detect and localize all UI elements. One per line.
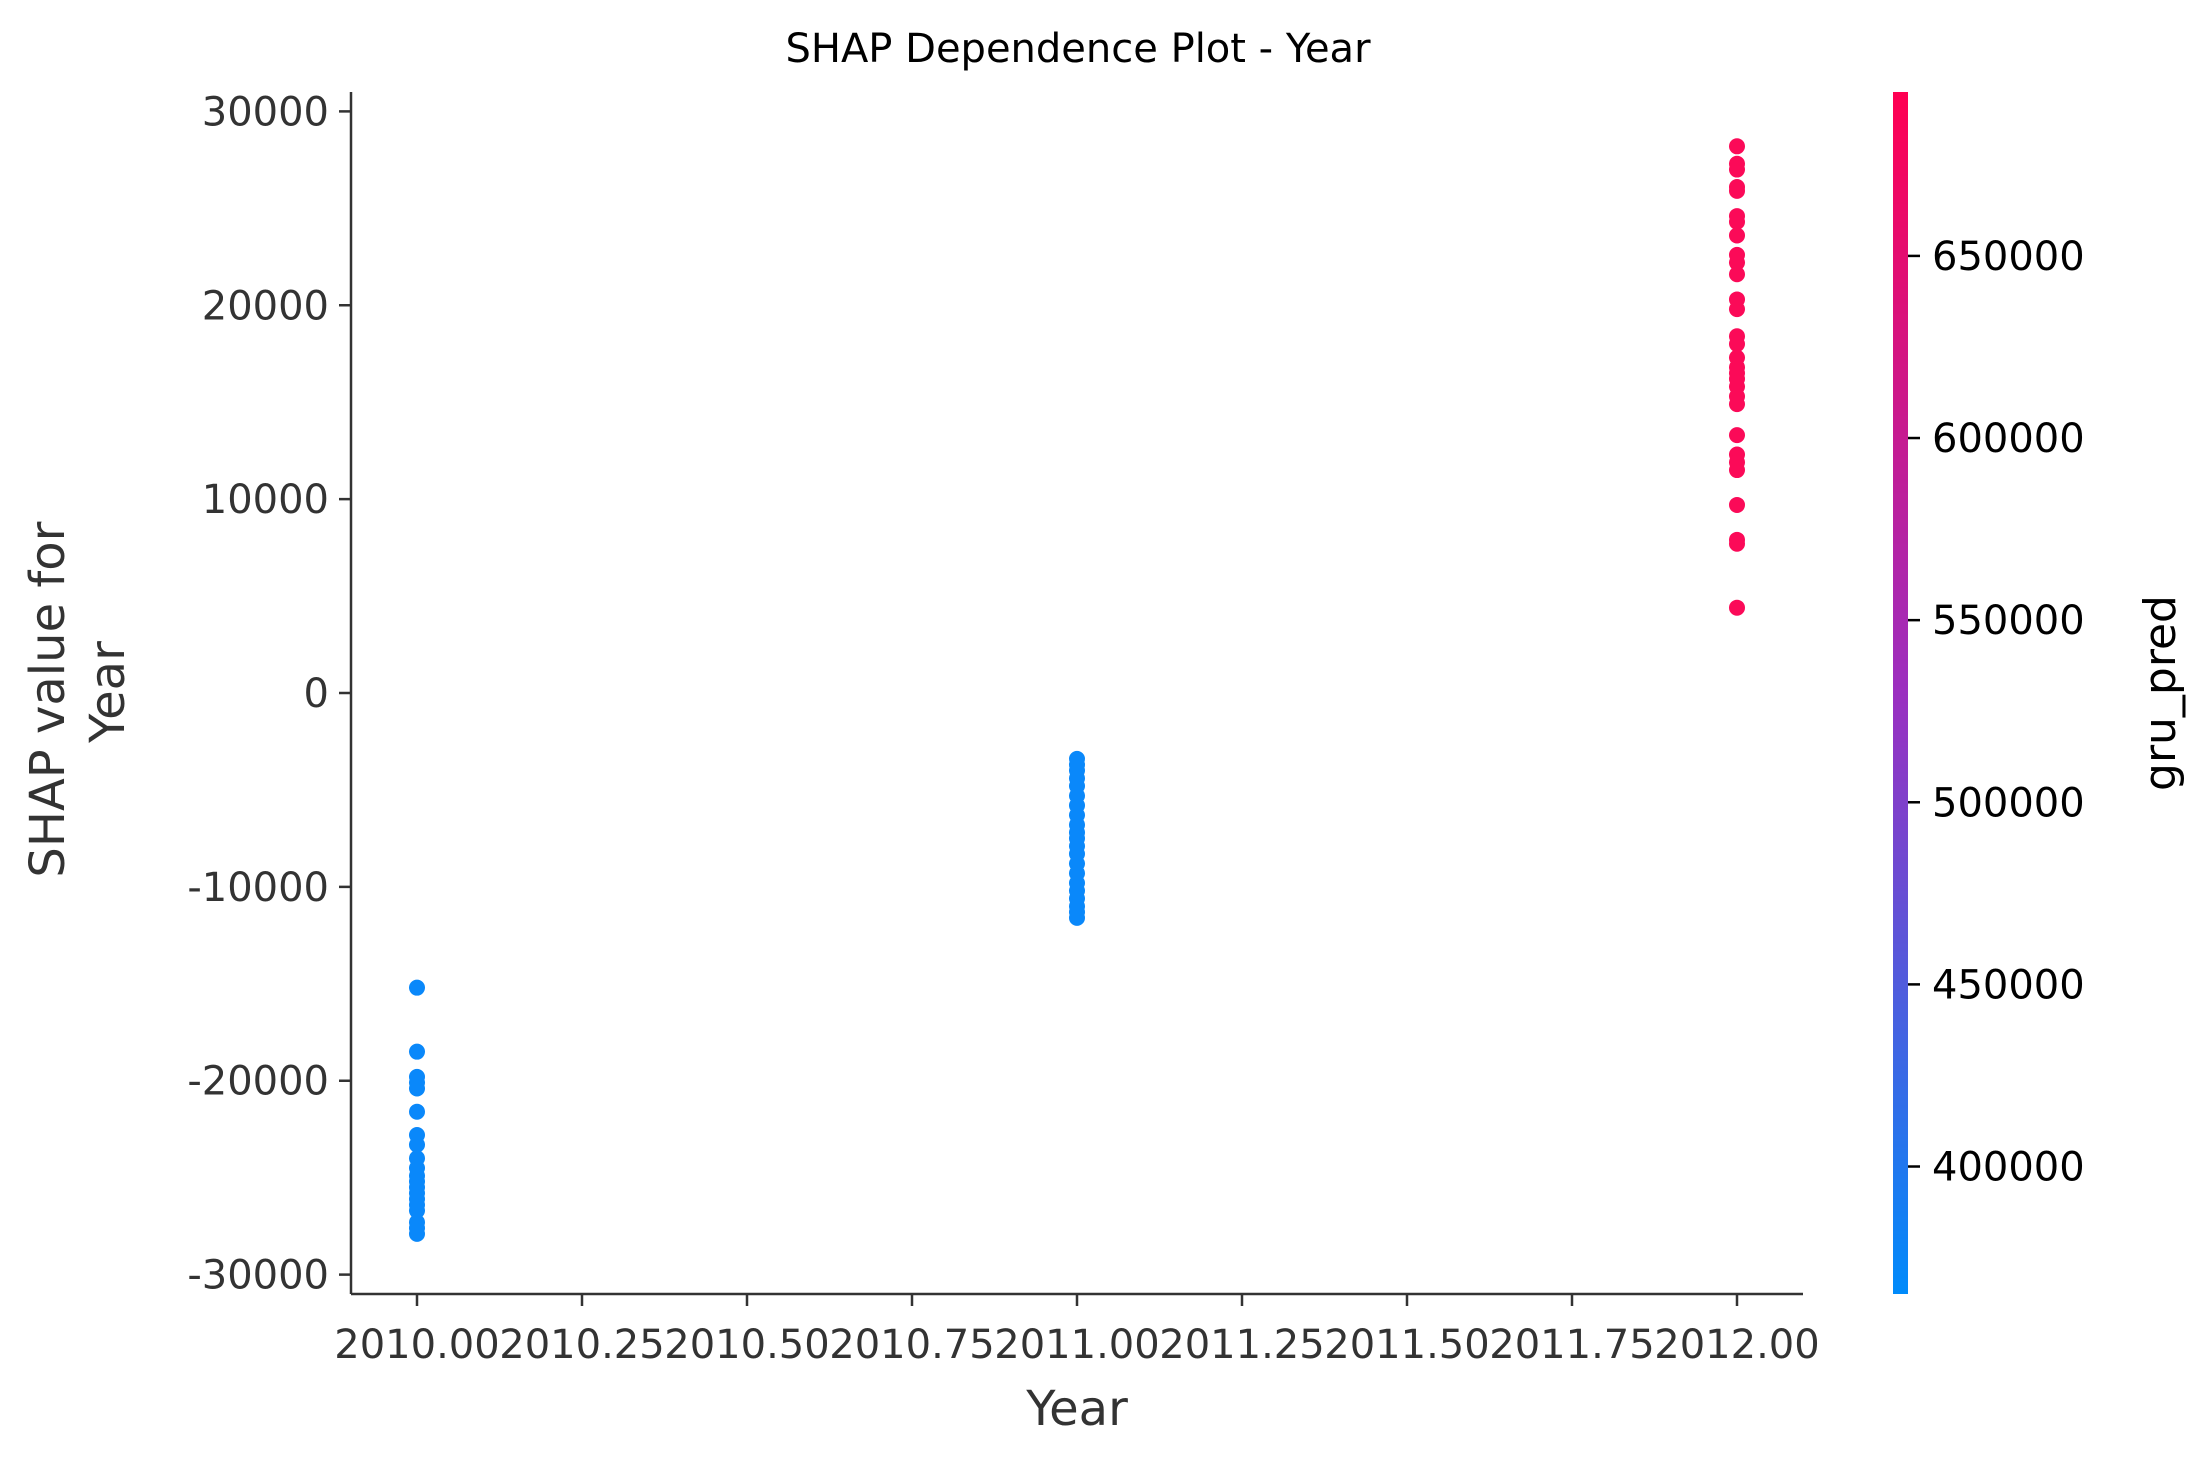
colorbar-gradient — [1893, 92, 1908, 1294]
x-ticks: 2010.00 2010.25 2010.50 2010.75 2011.00 2011.… — [334, 1294, 1820, 1368]
data-point — [1729, 301, 1745, 318]
colorbar-label: gru_pred — [2135, 595, 2186, 791]
data-point — [409, 1043, 425, 1060]
x-tick-label: 2011.25 — [1159, 1322, 1324, 1368]
data-point — [1729, 213, 1745, 230]
y-tick-label: 30000 — [202, 89, 329, 135]
data-point — [1729, 227, 1745, 244]
data-point — [1729, 336, 1745, 353]
y-tick-label: -20000 — [187, 1059, 329, 1105]
data-point — [1729, 496, 1745, 513]
data-point — [1729, 161, 1745, 178]
x-tick-label: 2011.75 — [1489, 1322, 1654, 1368]
x-axis-label: Year — [1025, 1381, 1128, 1437]
data-points — [409, 138, 1745, 1242]
data-point — [1729, 427, 1745, 444]
data-point — [409, 1103, 425, 1120]
x-tick-label: 2012.00 — [1654, 1322, 1819, 1368]
y-axis-label-line-2: Year — [80, 641, 136, 744]
colorbar: 400000 450000 500000 550000 600000 650000 gru… — [1893, 92, 2186, 1294]
data-point — [1729, 182, 1745, 199]
y-tick-label: 20000 — [202, 283, 329, 329]
colorbar-tick-label: 400000 — [1932, 1145, 2085, 1191]
y-axis-label: SHAP value for Year — [20, 506, 136, 877]
x-tick-label: 2010.75 — [829, 1322, 994, 1368]
colorbar-tick-label: 650000 — [1932, 234, 2085, 280]
plot-area: 2010.00 2010.25 2010.50 2010.75 2011.00 2011.… — [187, 89, 1819, 1368]
data-point — [1729, 462, 1745, 479]
colorbar-ticks: 400000 450000 500000 550000 600000 650000 — [1908, 234, 2085, 1191]
colorbar-tick-label: 550000 — [1932, 598, 2085, 644]
y-tick-label: -30000 — [187, 1253, 329, 1299]
data-point — [1729, 599, 1745, 616]
chart-title: SHAP Dependence Plot - Year — [785, 26, 1371, 72]
data-point — [1729, 396, 1745, 413]
data-point — [1729, 254, 1745, 271]
data-point — [409, 1225, 425, 1242]
colorbar-tick-label: 450000 — [1932, 962, 2085, 1008]
data-point — [409, 979, 425, 996]
y-ticks: 30000 20000 10000 0 -10000 -20000 -30000 — [187, 89, 351, 1299]
x-tick-label: 2011.00 — [994, 1322, 1159, 1368]
y-tick-label: 0 — [304, 671, 329, 717]
data-point — [1069, 909, 1085, 926]
colorbar-tick-label: 600000 — [1932, 416, 2085, 462]
data-point — [1729, 138, 1745, 155]
y-tick-label: -10000 — [187, 865, 329, 911]
data-point — [409, 1080, 425, 1097]
data-point — [409, 1136, 425, 1153]
x-tick-label: 2010.00 — [334, 1322, 499, 1368]
y-tick-label: 10000 — [202, 477, 329, 523]
colorbar-tick-label: 500000 — [1932, 780, 2085, 826]
x-tick-label: 2010.50 — [664, 1322, 829, 1368]
data-point — [1729, 266, 1745, 283]
y-axis-label-line-1: SHAP value for — [20, 521, 76, 877]
x-tick-label: 2010.25 — [499, 1322, 664, 1368]
x-tick-label: 2011.50 — [1324, 1322, 1489, 1368]
data-point — [1729, 535, 1745, 552]
data-point — [409, 1202, 425, 1219]
